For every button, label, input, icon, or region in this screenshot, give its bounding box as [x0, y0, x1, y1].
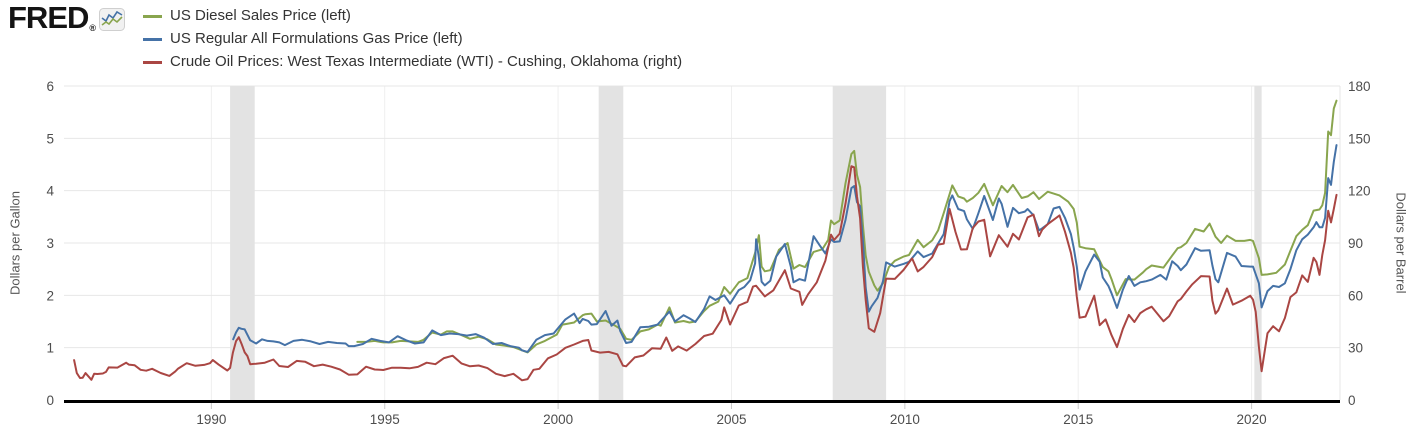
x-tick-label-2005: 2005	[716, 412, 746, 427]
gasoline-line-swatch	[143, 37, 162, 41]
y-right-tick-label-90: 90	[1348, 236, 1363, 251]
x-tick-label-2015: 2015	[1063, 412, 1093, 427]
x-tick-label-1995: 1995	[370, 412, 400, 427]
y-left-tick-label-1: 1	[46, 341, 54, 356]
legend-item-gasoline[interactable]: US Regular All Formulations Gas Price (l…	[143, 30, 463, 48]
y-left-tick-label-3: 3	[46, 236, 54, 251]
x-tick-label-2010: 2010	[890, 412, 920, 427]
legend-item-wti[interactable]: Crude Oil Prices: West Texas Intermediat…	[143, 53, 682, 71]
series-line-gasoline[interactable]	[232, 144, 1338, 353]
x-tick-label-2000: 2000	[543, 412, 573, 427]
y-right-tick-label-150: 150	[1348, 131, 1371, 146]
fred-logo: FRED	[8, 0, 89, 35]
registered-mark: ®	[89, 23, 97, 33]
legend-label-gasoline: US Regular All Formulations Gas Price (l…	[170, 30, 463, 47]
legend-item-diesel[interactable]: US Diesel Sales Price (left)	[143, 7, 351, 25]
y-right-tick-label-120: 120	[1348, 184, 1371, 199]
y-left-tick-label-0: 0	[46, 393, 54, 408]
wti-line-swatch	[143, 60, 162, 64]
y-left-tick-label-5: 5	[46, 131, 54, 146]
recession-band	[1254, 86, 1262, 400]
diesel-line-swatch	[143, 14, 162, 18]
x-tick-label-1990: 1990	[196, 412, 226, 427]
y-left-tick-label-4: 4	[46, 184, 54, 199]
series-line-diesel[interactable]	[356, 99, 1338, 354]
y-right-tick-label-60: 60	[1348, 288, 1363, 303]
y-right-tick-label-0: 0	[1348, 393, 1356, 408]
fred-brand[interactable]: FRED ®	[8, 0, 126, 36]
fred-sparkline-icon	[99, 8, 126, 36]
recession-band	[832, 86, 887, 400]
series-line-wti[interactable]	[73, 165, 1338, 382]
legend-label-diesel: US Diesel Sales Price (left)	[170, 7, 351, 24]
recession-band	[598, 86, 624, 400]
x-tick-label-2020: 2020	[1237, 412, 1267, 427]
y-left-tick-label-2: 2	[46, 288, 54, 303]
y-right-tick-label-30: 30	[1348, 341, 1363, 356]
y-right-tick-label-180: 180	[1348, 79, 1371, 94]
y-left-tick-label-6: 6	[46, 79, 54, 94]
legend-label-wti: Crude Oil Prices: West Texas Intermediat…	[170, 53, 683, 70]
